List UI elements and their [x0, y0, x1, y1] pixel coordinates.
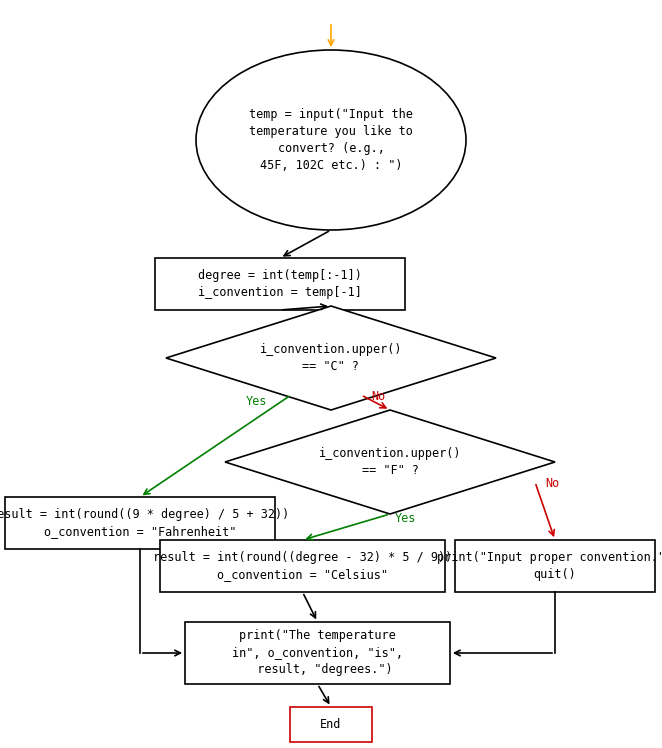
Text: Yes: Yes: [395, 512, 416, 525]
Text: print("The temperature
in", o_convention, "is",
  result, "degrees."): print("The temperature in", o_convention…: [232, 630, 403, 676]
Text: temp = input("Input the
temperature you like to
convert? (e.g.,
45F, 102C etc.) : temp = input("Input the temperature you …: [249, 108, 413, 172]
FancyBboxPatch shape: [290, 707, 372, 742]
Text: result = int(round((degree - 32) * 5 / 9))
o_convention = "Celsius": result = int(round((degree - 32) * 5 / 9…: [153, 551, 452, 581]
FancyBboxPatch shape: [155, 258, 405, 310]
FancyBboxPatch shape: [455, 540, 655, 592]
Text: No: No: [371, 390, 385, 403]
Polygon shape: [225, 410, 555, 514]
Text: print("Input proper convention.")
quit(): print("Input proper convention.") quit(): [438, 551, 662, 581]
Ellipse shape: [196, 50, 466, 230]
Text: result = int(round((9 * degree) / 5 + 32))
o_convention = "Fahrenheit": result = int(round((9 * degree) / 5 + 32…: [0, 508, 290, 538]
Text: End: End: [320, 718, 342, 731]
FancyBboxPatch shape: [160, 540, 445, 592]
Text: i_convention.upper()
== "F" ?: i_convention.upper() == "F" ?: [318, 447, 461, 477]
Text: degree = int(temp[:-1])
i_convention = temp[-1]: degree = int(temp[:-1]) i_convention = t…: [198, 269, 362, 299]
Polygon shape: [166, 306, 496, 410]
FancyBboxPatch shape: [5, 497, 275, 549]
Text: Yes: Yes: [246, 395, 267, 408]
Text: i_convention.upper()
== "C" ?: i_convention.upper() == "C" ?: [260, 343, 402, 373]
Text: No: No: [545, 477, 559, 490]
FancyBboxPatch shape: [185, 622, 450, 684]
